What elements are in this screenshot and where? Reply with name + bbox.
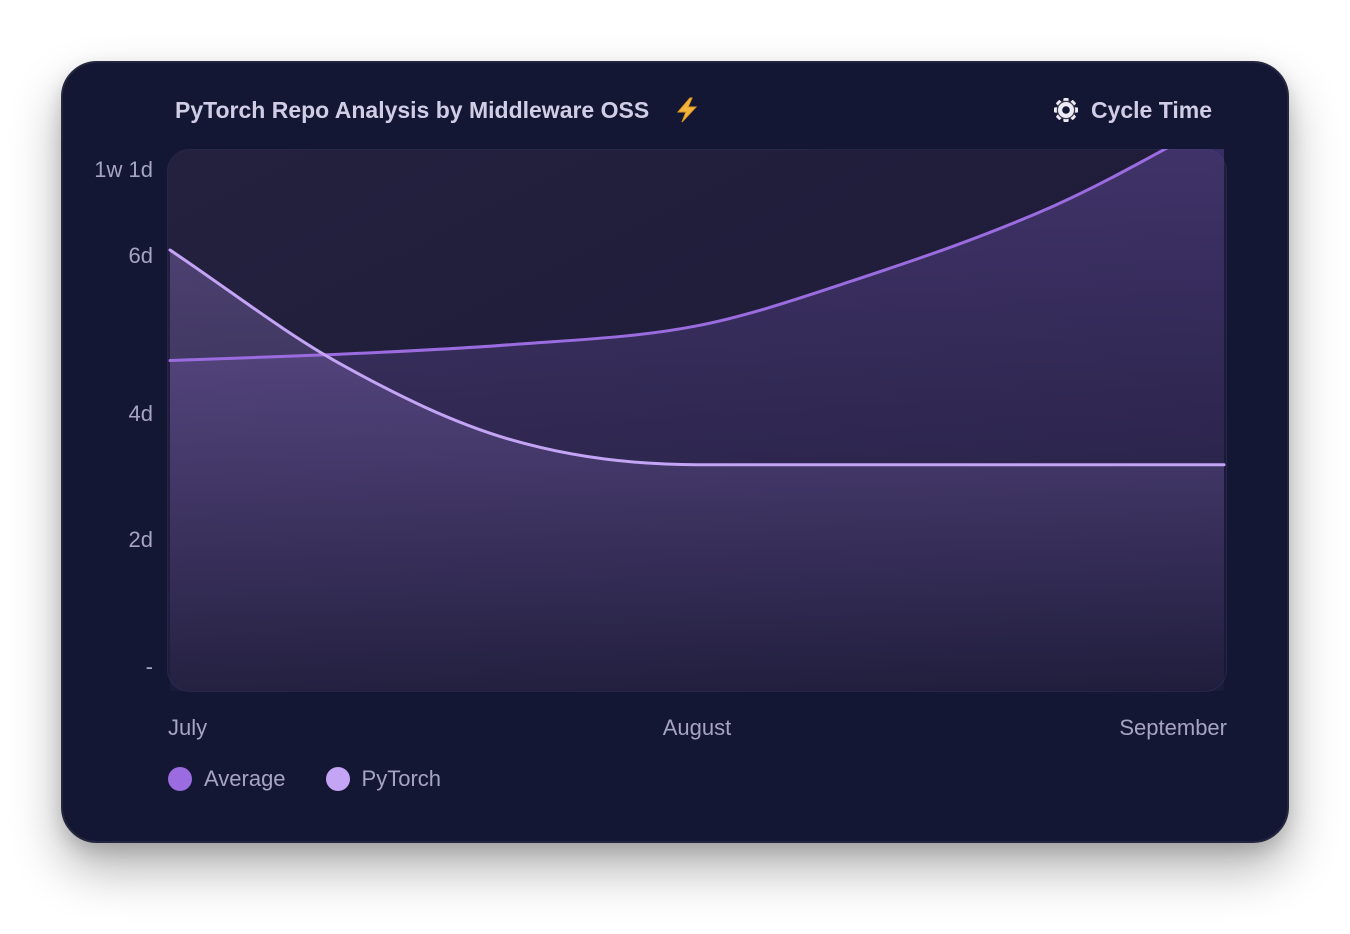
y-tick-label: 1w 1d [94, 157, 153, 182]
x-tick-label: August [662, 715, 732, 740]
series-area-pytorch [170, 250, 1224, 691]
metric-selector[interactable]: Cycle Time [1053, 94, 1212, 126]
plot-area [167, 149, 1227, 692]
series-line-average[interactable] [168, 149, 1224, 363]
y-tick-label: 2d [128, 527, 153, 553]
y-tick-label: 4d [128, 401, 153, 427]
x-tick-label: July [168, 715, 208, 740]
x-tick-label: September [1119, 715, 1227, 740]
chart-title: PyTorch Repo Analysis by Middleware OSS [175, 97, 650, 123]
y-tick-label: 6d [128, 243, 153, 269]
lightning-bolt-icon [676, 97, 698, 123]
gear-icon [1053, 98, 1078, 122]
legend-swatch-pytorch [325, 767, 350, 791]
legend-label-average: Average [204, 766, 286, 791]
legend-label-pytorch: PyTorch [361, 766, 442, 791]
series-line-pytorch[interactable] [168, 248, 1226, 467]
legend-item-average[interactable]: Average [168, 766, 286, 792]
legend-swatch-average [168, 767, 192, 791]
legend: Average PyTorch [168, 766, 441, 792]
legend-item-pytorch[interactable]: PyTorch [325, 766, 442, 792]
y-tick-label: - [145, 653, 153, 679]
metric-label: Cycle Time [1090, 96, 1212, 123]
